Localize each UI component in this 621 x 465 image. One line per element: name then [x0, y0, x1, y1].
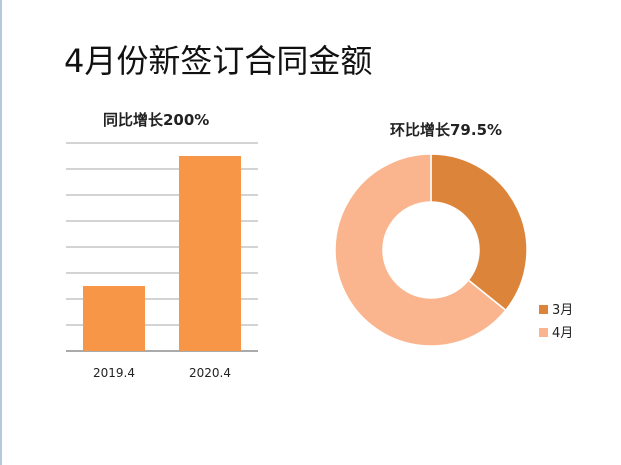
legend-label-0: 3月: [552, 303, 573, 318]
bar-0: [83, 286, 145, 351]
legend-label-1: 4月: [552, 326, 573, 341]
bar-category-label: 2020.4: [189, 366, 231, 380]
slide-left-edge: [0, 0, 2, 465]
donut-slice-0: [430, 153, 528, 312]
bar-category-label: 2019.4: [93, 366, 135, 380]
bar-chart-title: 同比增长200%: [103, 111, 210, 129]
bar-1: [179, 156, 241, 351]
legend-swatch-0: [539, 305, 548, 314]
page-title: 4月份新签订合同金额: [64, 42, 373, 80]
legend-swatch-1: [539, 328, 548, 337]
donut-chart-title: 环比增长79.5%: [390, 121, 503, 139]
donut-slice-1: [334, 153, 507, 347]
